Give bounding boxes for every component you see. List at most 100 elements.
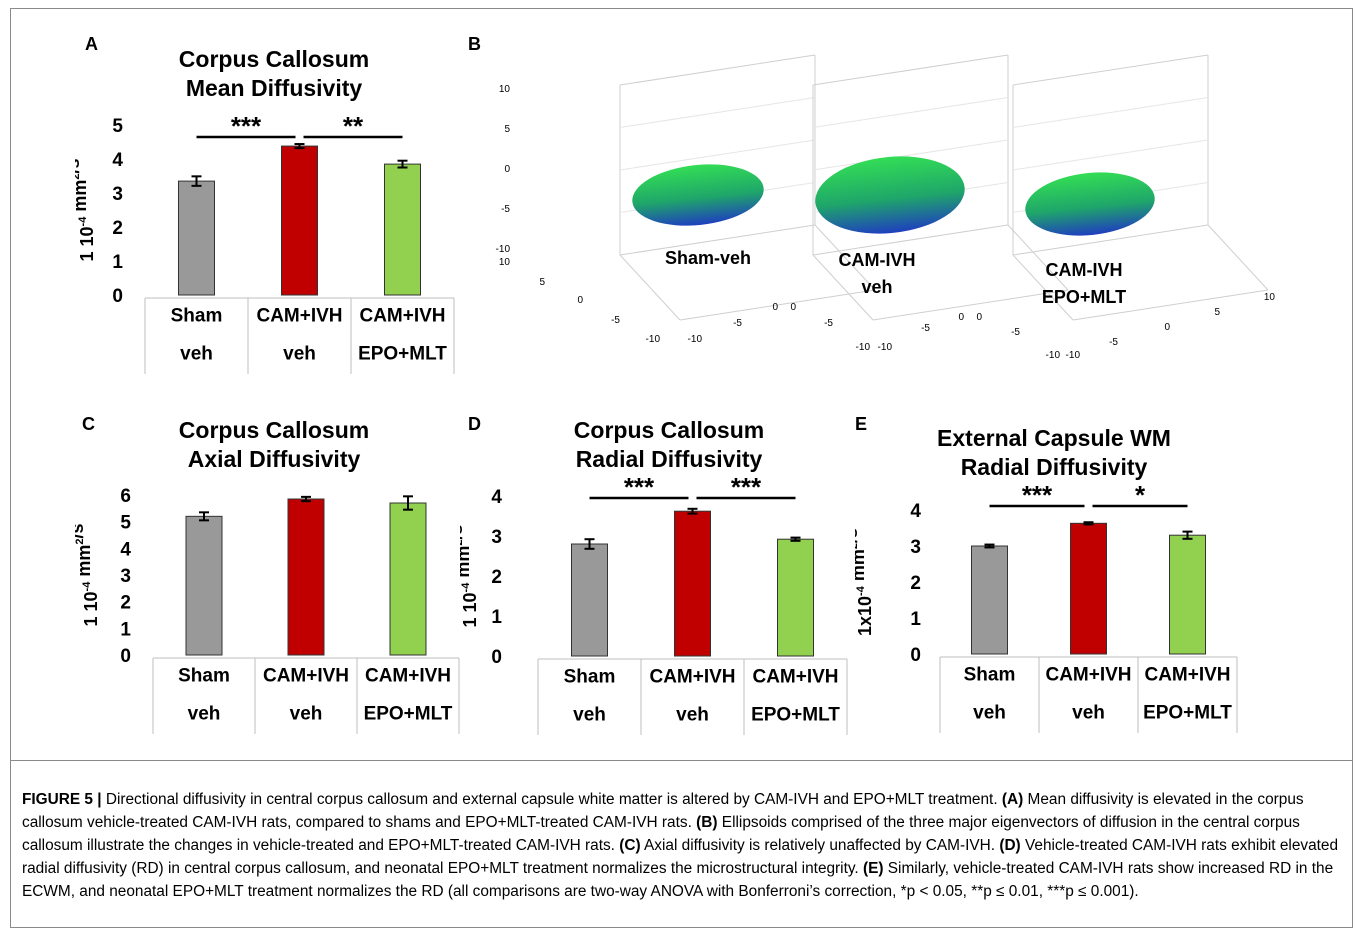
axis-frame-line xyxy=(812,224,1009,256)
significance-label: * xyxy=(1135,480,1146,510)
y-tick-label: -5 xyxy=(824,318,833,329)
category-label: CAM+IVH xyxy=(649,667,735,688)
axis-frame-line xyxy=(1072,289,1269,321)
y-tick-label: 0 xyxy=(1164,322,1170,333)
category-label: CAM+IVH xyxy=(359,306,445,327)
y-tick-label: 0 xyxy=(120,646,131,667)
group-label: EPO+MLT xyxy=(1042,287,1126,307)
bar xyxy=(384,163,421,296)
panel-letter-e: E xyxy=(855,414,868,434)
group-label: CAM-IVH xyxy=(839,250,916,270)
y-tick-label: 4 xyxy=(112,150,123,171)
chart-title-e-line1: External Capsule WM xyxy=(937,425,1171,451)
category-label: CAM+IVH xyxy=(752,667,838,688)
y-tick-label: 5 xyxy=(112,116,123,137)
y-tick-label: 3 xyxy=(112,184,123,205)
category-label: EPO+MLT xyxy=(364,704,453,725)
y-tick-label: -5 xyxy=(1109,337,1118,348)
bar xyxy=(178,180,215,296)
chart-title-a-line1: Corpus Callosum xyxy=(178,46,370,72)
bar xyxy=(281,145,318,296)
caption-panel-ref: (B) xyxy=(696,814,718,831)
x-tick-label: 0 xyxy=(577,295,583,306)
caption-label: FIGURE 5 | xyxy=(22,791,102,808)
significance-label: ** xyxy=(343,111,364,141)
figure-caption: FIGURE 5 | Directional diffusivity in ce… xyxy=(22,788,1340,903)
grid-line xyxy=(812,97,1009,128)
y-tick-label: 1 xyxy=(910,609,921,630)
y-tick-label: 10 xyxy=(1264,292,1276,303)
axis-frame-line xyxy=(679,289,876,321)
ylabel-part: 1 10 xyxy=(81,591,101,626)
significance-label: *** xyxy=(1022,480,1053,510)
ylabel-superscript: 2 xyxy=(75,539,86,545)
chart-title-d-line2: Radial Diffusivity xyxy=(575,446,763,472)
caption-panel-ref: (E) xyxy=(862,860,884,877)
axis-frame-line xyxy=(1007,224,1069,291)
diffusion-ellipsoid xyxy=(815,156,965,234)
ylabel-part: mm xyxy=(855,549,868,586)
z-tick-label: -10 xyxy=(496,244,511,255)
axis-frame-line xyxy=(814,224,876,291)
panel-letter-c: C xyxy=(82,414,95,434)
category-label: EPO+MLT xyxy=(358,344,447,365)
significance-label: *** xyxy=(731,472,762,502)
y-tick-label: 3 xyxy=(120,566,131,587)
y-tick-label: 1 xyxy=(112,252,123,273)
caption-text: Directional diffusivity in central corpu… xyxy=(101,791,1002,808)
category-label: Sham xyxy=(178,666,230,687)
figure-frame xyxy=(10,8,1353,928)
y-tick-label: 0 xyxy=(790,302,796,313)
y-tick-label: 5 xyxy=(1214,307,1220,318)
y-tick-label: 1 xyxy=(491,607,502,628)
caption-text: Similarly, vehicle-treated CAM-IVH rats … xyxy=(22,860,1334,900)
caption-panel-ref: (A) xyxy=(1001,791,1024,808)
y-tick-label: 1 xyxy=(120,619,131,640)
category-label: veh xyxy=(573,705,606,726)
y-tick-label: -5 xyxy=(733,318,742,329)
y-tick-label: 2 xyxy=(910,573,921,594)
category-label: CAM+IVH xyxy=(365,666,451,687)
axis-frame-line xyxy=(1012,224,1209,256)
ylabel-part: /s xyxy=(75,159,83,174)
category-label: CAM+IVH xyxy=(263,666,349,687)
bar xyxy=(1169,534,1206,655)
category-label: EPO+MLT xyxy=(1143,703,1232,724)
grid-line xyxy=(1012,139,1209,171)
caption-panel-ref: (C) xyxy=(619,837,641,854)
chart-title-c-line1: Corpus Callosum xyxy=(178,417,370,443)
axis-frame-line xyxy=(872,289,1069,321)
bar xyxy=(777,538,814,657)
bar xyxy=(971,545,1008,655)
chart-title-a: Corpus Callosum Mean Diffusivity xyxy=(120,45,428,103)
y-tick-label: 4 xyxy=(491,487,502,508)
axis-frame-line xyxy=(1207,224,1269,291)
grid-line xyxy=(619,97,816,128)
axis-frame-line xyxy=(812,54,1009,86)
category-label: Sham xyxy=(171,306,223,327)
ylabel-part: 1 10 xyxy=(460,592,480,627)
category-label: Sham xyxy=(564,667,616,688)
bar-chart-c: 1 10-4 mm2/s0123456ShamvehCAM+IVHvehCAM+… xyxy=(75,486,460,734)
category-label: veh xyxy=(180,344,213,365)
bar xyxy=(571,543,608,657)
caption-panel-ref: (D) xyxy=(999,837,1021,854)
y-tick-label: 0 xyxy=(976,312,982,323)
bar xyxy=(287,498,325,656)
y-tick-label: -10 xyxy=(878,342,893,353)
y-tick-label: -10 xyxy=(856,342,871,353)
y-tick-label: 3 xyxy=(910,537,921,558)
axis-frame-line xyxy=(619,54,816,86)
y-tick-label: 0 xyxy=(958,312,964,323)
category-label: veh xyxy=(283,344,316,365)
y-tick-label: -10 xyxy=(1066,350,1081,361)
y-tick-label: 5 xyxy=(120,513,131,534)
x-tick-label: -5 xyxy=(611,315,620,326)
y-axis-label: 1 10-4 mm2/s xyxy=(75,159,97,262)
significance-label: *** xyxy=(624,472,655,502)
y-axis-label: 1 10-4 mm2/s xyxy=(75,524,101,627)
ellipsoid-3d-plot: 10 5 0 -5 -10 10 5 0 -5 -10 -10 -5 0 0 -5 -10 -10 -5 0 0 -5 -… xyxy=(496,54,1276,361)
ylabel-superscript: -4 xyxy=(77,216,89,227)
z-tick-label: -5 xyxy=(501,204,510,215)
y-tick-label: 3 xyxy=(491,527,502,548)
